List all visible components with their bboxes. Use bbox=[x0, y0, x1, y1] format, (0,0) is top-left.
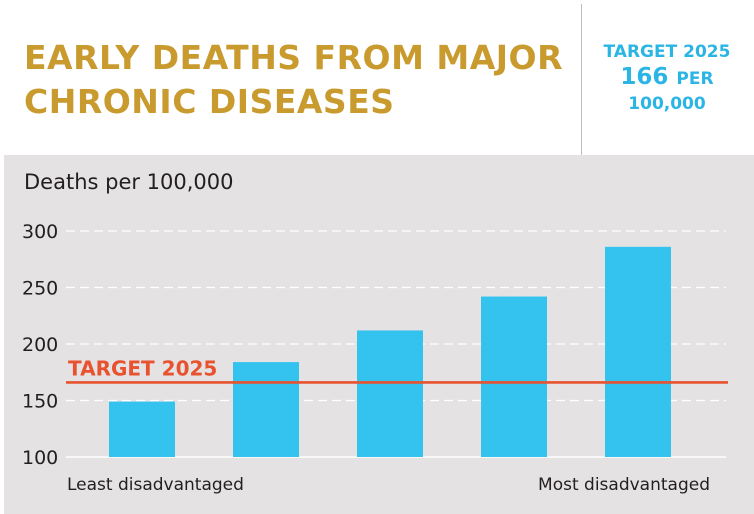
y-axis-ticks: 100 150 200 250 300 bbox=[22, 221, 58, 469]
chart-title-line-1: EARLY DEATHS FROM MAJOR bbox=[24, 38, 564, 77]
target-value-unit: PER bbox=[676, 69, 714, 89]
chart-title-line-2: CHRONIC DISEASES bbox=[24, 82, 395, 121]
y-axis-label: Deaths per 100,000 bbox=[24, 170, 234, 194]
bar-1 bbox=[109, 401, 175, 457]
bar-2 bbox=[233, 362, 299, 457]
target-line-group: TARGET 2025 bbox=[66, 356, 728, 384]
target-callout-label: TARGET 2025 bbox=[603, 42, 731, 62]
bar-5 bbox=[605, 246, 671, 457]
chart-title: EARLY DEATHS FROM MAJOR CHRONIC DISEASES bbox=[24, 36, 564, 124]
target-callout-value: 166 PER bbox=[584, 64, 750, 92]
target-callout-denominator: 100,000 bbox=[628, 94, 706, 114]
y-tick-label-250: 250 bbox=[22, 278, 58, 300]
y-tick-label-100: 100 bbox=[22, 447, 58, 469]
y-tick-label-300: 300 bbox=[22, 221, 58, 243]
x-axis-labels: Least disadvantaged Most disadvantaged bbox=[67, 475, 710, 495]
bar-3 bbox=[357, 330, 423, 457]
target-line-label: TARGET 2025 bbox=[68, 356, 217, 380]
bars bbox=[109, 246, 671, 457]
target-value-number: 166 bbox=[620, 64, 669, 90]
y-tick-label-150: 150 bbox=[22, 391, 58, 413]
bar-chart: Deaths per 100,000 100 150 200 250 300 TARGE… bbox=[22, 170, 728, 495]
x-label-1: Least disadvantaged bbox=[67, 475, 244, 495]
chart-panel: Deaths per 100,000 100 150 200 250 300 TARGE… bbox=[4, 155, 754, 514]
target-callout: TARGET 2025 166 PER 100,000 bbox=[584, 40, 750, 116]
header-divider bbox=[581, 4, 582, 155]
x-label-5: Most disadvantaged bbox=[538, 475, 710, 495]
bar-4 bbox=[481, 296, 547, 457]
y-tick-label-200: 200 bbox=[22, 334, 58, 356]
